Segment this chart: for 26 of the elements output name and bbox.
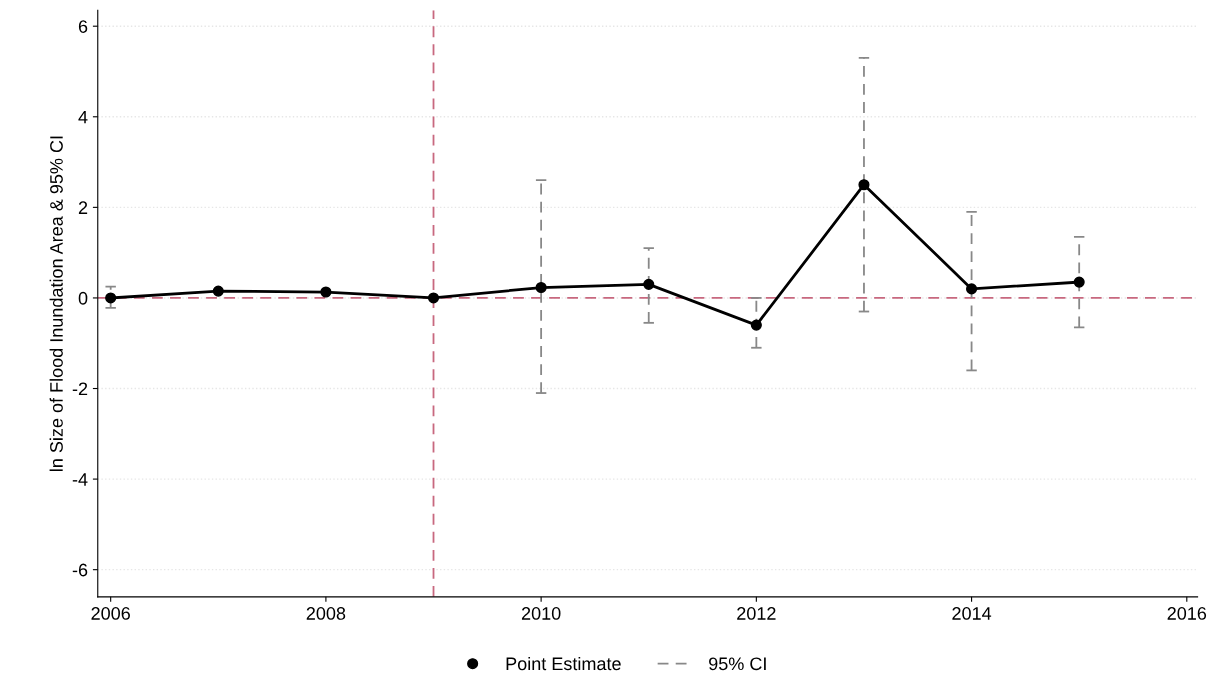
point — [750, 319, 762, 331]
point — [643, 278, 655, 290]
x-tick-label: 2010 — [521, 607, 561, 620]
y-tick-label: 0 — [78, 291, 88, 305]
y-tick-label: 6 — [78, 20, 88, 33]
x-tick-label: 2014 — [952, 607, 992, 620]
text: 95% CI — [709, 657, 766, 671]
point — [966, 283, 978, 295]
y-tick-label: 4 — [78, 110, 88, 124]
y-tick-label: -4 — [72, 473, 88, 486]
x-tick-label: 2006 — [91, 607, 130, 620]
y-axis-title: ln Size of Flood Inundation Area & 95% CI — [49, 136, 63, 471]
x-tick-label: 2008 — [306, 607, 346, 620]
point — [858, 179, 870, 191]
point — [212, 285, 224, 297]
x-tick-label: 2012 — [737, 607, 776, 620]
y-tick-label: -6 — [72, 563, 88, 577]
point — [427, 292, 440, 304]
y-tick-label: 2 — [78, 201, 88, 214]
point — [320, 286, 332, 298]
point — [1073, 276, 1085, 288]
legend-label: Point Estimate — [506, 656, 621, 671]
point — [105, 292, 117, 304]
point — [535, 281, 547, 294]
y-tick-label: -2 — [72, 382, 88, 396]
x-tick-label: 2016 — [1167, 607, 1207, 620]
